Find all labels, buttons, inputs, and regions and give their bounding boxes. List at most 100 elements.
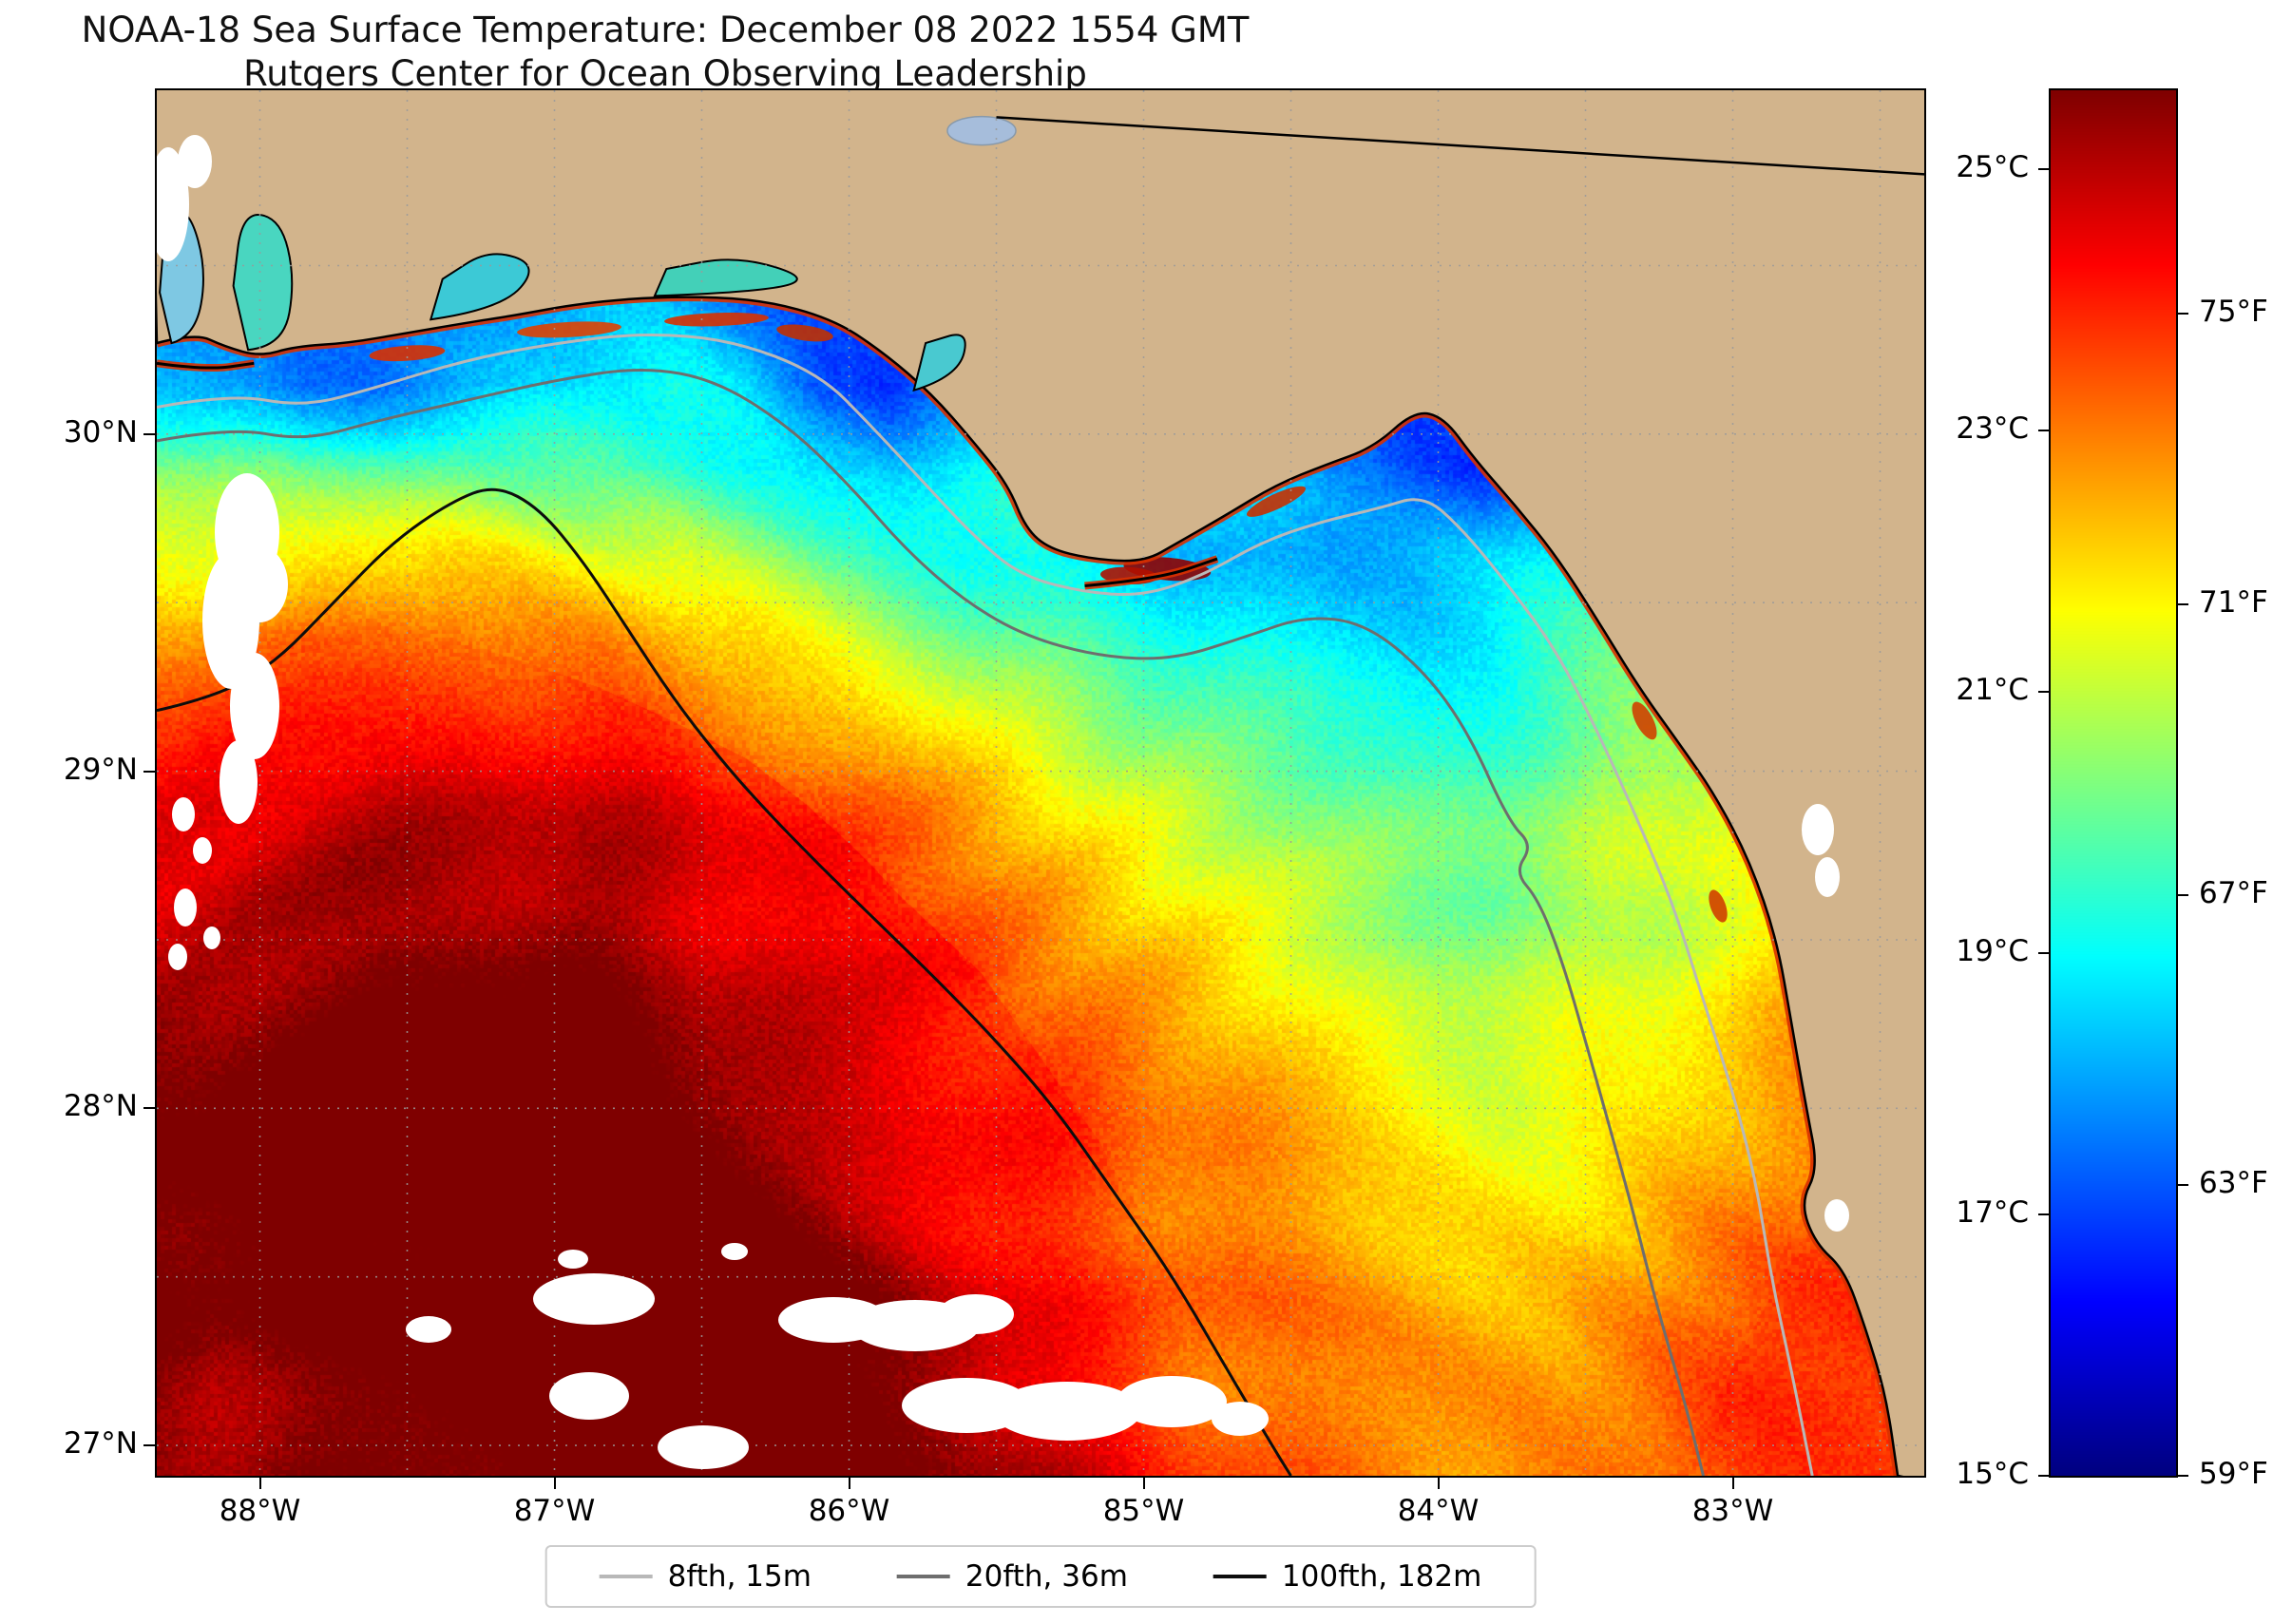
x-axis-tick [848, 1478, 850, 1489]
colorbar-tick-celsius [2038, 951, 2049, 954]
warm-streak [1709, 889, 1728, 923]
colorbar-label-celsius: 15°C [1956, 1457, 2029, 1491]
colorbar-tick-celsius [2038, 167, 2049, 170]
cloud-patch [174, 888, 197, 927]
cloud-patch [1802, 804, 1834, 855]
colorbar-canvas [2051, 90, 2176, 1476]
colorbar-label-fahrenheit: 67°F [2199, 875, 2268, 910]
bay-shape [653, 258, 798, 297]
map-overlay [157, 90, 1924, 1476]
cloud-patch [721, 1243, 748, 1260]
colorbar-label-fahrenheit: 71°F [2199, 584, 2268, 620]
bay-shape [429, 253, 530, 321]
cloud-patch [231, 546, 288, 622]
y-axis-tick [143, 432, 155, 435]
cloud-patch [1815, 857, 1840, 897]
colorbar-tick-celsius [2038, 690, 2049, 693]
cloud-patch [193, 837, 212, 864]
colorbar-tick-fahrenheit [2178, 1184, 2188, 1187]
colorbar-label-celsius: 17°C [1956, 1194, 2029, 1230]
legend-line-sample [599, 1575, 653, 1578]
x-axis-tick [1731, 1478, 1734, 1489]
cloud-patch [1824, 1199, 1849, 1232]
y-axis-tick-label: 28°N [63, 1089, 138, 1124]
colorbar-tick-celsius [2038, 1213, 2049, 1215]
x-axis-tick [1437, 1478, 1440, 1489]
colorbar-tick-fahrenheit [2178, 1475, 2188, 1477]
x-axis-tick-label: 83°W [1691, 1494, 1774, 1528]
warm-streak [369, 345, 446, 362]
legend-item: 20fth, 36m [896, 1559, 1128, 1594]
colorbar-tick-fahrenheit [2178, 313, 2188, 315]
cloud-patch [168, 944, 187, 970]
colorbar-tick-celsius [2038, 1475, 2049, 1477]
y-axis-tick-label: 29°N [63, 752, 138, 787]
colorbar-frame [2049, 88, 2178, 1478]
cloud-patch [172, 797, 195, 831]
colorbar-tick-celsius [2038, 429, 2049, 431]
legend-item: 100fth, 182m [1213, 1559, 1481, 1594]
boundary-line [996, 116, 1924, 176]
bay-shape [912, 334, 966, 392]
map-frame [155, 88, 1926, 1478]
barrier-island [157, 361, 255, 370]
cloud-patch [230, 653, 279, 759]
cloud-patch [658, 1425, 749, 1469]
land-polygon [157, 90, 1924, 1476]
contour-8fth [157, 334, 1814, 1476]
y-axis-tick [143, 770, 155, 773]
x-axis-tick-label: 88°W [219, 1494, 301, 1528]
cloud-patch [1212, 1402, 1269, 1436]
y-axis-tick [143, 1107, 155, 1110]
legend-item-label: 8fth, 15m [667, 1559, 812, 1594]
x-axis-tick [1142, 1478, 1145, 1489]
legend-box: 8fth, 15m 20fth, 36m 100fth, 182m [544, 1545, 1537, 1608]
cloud-patch [203, 927, 220, 949]
cloud-patch [993, 1382, 1141, 1441]
cloud-patch [938, 1294, 1014, 1334]
warm-streak [1632, 701, 1657, 740]
barrier-island [1084, 557, 1218, 587]
cloud-patch [558, 1250, 588, 1269]
legend-line-sample [1213, 1575, 1267, 1578]
figure-title: NOAA-18 Sea Surface Temperature: Decembe… [81, 10, 1250, 50]
cloud-patch [549, 1372, 629, 1420]
bay-shape [232, 214, 294, 352]
cloud-patch [1117, 1376, 1227, 1427]
cloud-patch [406, 1316, 451, 1343]
colorbar-tick-fahrenheit [2178, 893, 2188, 896]
y-axis-tick [143, 1444, 155, 1447]
x-axis-tick-label: 86°W [808, 1494, 890, 1528]
figure-subtitle: Rutgers Center for Ocean Observing Leade… [243, 53, 1087, 94]
x-axis-tick [258, 1478, 261, 1489]
warm-streak [1247, 486, 1306, 517]
colorbar-label-fahrenheit: 59°F [2199, 1457, 2268, 1491]
warm-streak [776, 324, 833, 342]
cloud-patch [178, 135, 212, 188]
warm-streak [664, 312, 769, 327]
warm-streak [517, 321, 621, 338]
colorbar-label-fahrenheit: 75°F [2199, 295, 2268, 330]
legend-line-sample [896, 1575, 950, 1578]
contour-100fth [157, 487, 1292, 1476]
y-axis-tick-label: 27°N [63, 1426, 138, 1462]
y-axis-tick-label: 30°N [63, 414, 138, 449]
cloud-patch [533, 1273, 655, 1325]
colorbar-label-celsius: 25°C [1956, 149, 2029, 184]
colorbar-label-celsius: 19°C [1956, 933, 2029, 968]
x-axis-tick [553, 1478, 556, 1489]
contour-20fth [157, 368, 1705, 1476]
x-axis-tick-label: 85°W [1102, 1494, 1185, 1528]
x-axis-tick-label: 87°W [513, 1494, 596, 1528]
colorbar-label-fahrenheit: 63°F [2199, 1166, 2268, 1201]
lake-shape [946, 115, 1017, 146]
legend-item-label: 100fth, 182m [1281, 1559, 1482, 1594]
legend-item-label: 20fth, 36m [965, 1559, 1128, 1594]
legend-item: 8fth, 15m [599, 1559, 812, 1594]
colorbar-label-celsius: 23°C [1956, 411, 2029, 446]
colorbar-label-celsius: 21°C [1956, 672, 2029, 707]
colorbar-tick-fahrenheit [2178, 602, 2188, 605]
x-axis-tick-label: 84°W [1397, 1494, 1480, 1528]
cloud-patch [220, 740, 258, 824]
